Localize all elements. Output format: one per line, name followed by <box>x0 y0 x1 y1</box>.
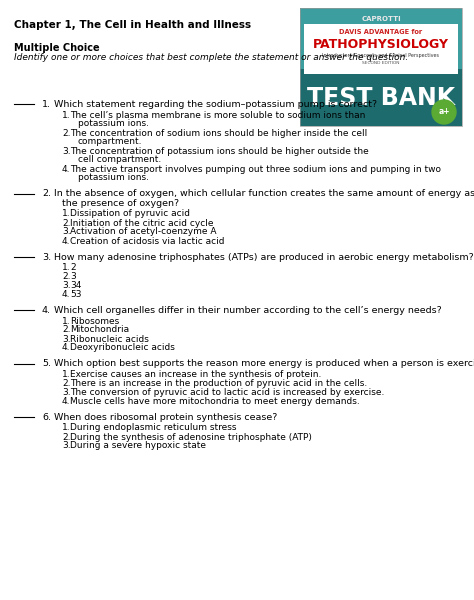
Text: Identify one or more choices that best complete the statement or answer the ques: Identify one or more choices that best c… <box>14 53 408 62</box>
Text: 4.: 4. <box>62 343 71 352</box>
Text: Muscle cells have more mitochondria to meet energy demands.: Muscle cells have more mitochondria to m… <box>70 397 360 406</box>
Text: During a severe hypoxic state: During a severe hypoxic state <box>70 442 206 451</box>
Text: When does ribosomal protein synthesis cease?: When does ribosomal protein synthesis ce… <box>54 413 277 422</box>
Text: SECOND EDITION: SECOND EDITION <box>362 61 400 65</box>
Text: 4.: 4. <box>62 290 71 299</box>
Text: The concentration of potassium ions should be higher outside the: The concentration of potassium ions shou… <box>70 146 369 155</box>
Text: During the synthesis of adenosine triphosphate (ATP): During the synthesis of adenosine tripho… <box>70 433 312 442</box>
Text: 3: 3 <box>70 272 76 281</box>
Text: Ribonucleic acids: Ribonucleic acids <box>70 335 149 343</box>
Text: 3.: 3. <box>62 442 71 451</box>
Text: 4.: 4. <box>62 236 71 245</box>
Text: 2.: 2. <box>62 272 71 281</box>
Text: 5.: 5. <box>42 359 51 368</box>
Text: 2.: 2. <box>62 433 71 442</box>
Text: 2.: 2. <box>62 379 71 388</box>
Text: Deoxyribonucleic acids: Deoxyribonucleic acids <box>70 343 175 352</box>
Text: potassium ions.: potassium ions. <box>78 173 149 182</box>
Text: Chapter 1, The Cell in Health and Illness: Chapter 1, The Cell in Health and Illnes… <box>14 20 251 30</box>
Text: Ribosomes: Ribosomes <box>70 317 119 325</box>
Text: Creation of acidosis via lactic acid: Creation of acidosis via lactic acid <box>70 236 225 245</box>
Text: Mitochondria: Mitochondria <box>70 325 129 335</box>
Text: PATHOPHYSIOLOGY: PATHOPHYSIOLOGY <box>313 38 449 52</box>
Text: 1.: 1. <box>62 263 71 272</box>
Text: 3.: 3. <box>62 146 71 155</box>
Text: 2.: 2. <box>62 128 71 137</box>
Bar <box>300 8 462 126</box>
Text: 6.: 6. <box>42 413 51 422</box>
Text: 1.: 1. <box>62 424 71 433</box>
Text: 3.: 3. <box>42 253 51 262</box>
Text: Which option best supports the reason more energy is produced when a person is e: Which option best supports the reason mo… <box>54 359 474 368</box>
Text: 3.: 3. <box>62 388 71 397</box>
Text: 4.: 4. <box>62 164 71 173</box>
Text: 1.: 1. <box>42 100 51 109</box>
Text: The cell’s plasma membrane is more soluble to sodium ions than: The cell’s plasma membrane is more solub… <box>70 110 365 119</box>
Text: Dissipation of pyruvic acid: Dissipation of pyruvic acid <box>70 209 190 218</box>
Text: Introductory Concepts and Clinical Perspectives: Introductory Concepts and Clinical Persp… <box>322 52 439 58</box>
Bar <box>300 70 462 126</box>
Text: 1.: 1. <box>62 370 71 379</box>
Text: compartment.: compartment. <box>78 137 143 146</box>
Text: 2.: 2. <box>62 218 71 227</box>
Text: Multiple Choice: Multiple Choice <box>14 43 100 53</box>
Text: 2.: 2. <box>42 190 51 199</box>
Text: 2.: 2. <box>62 325 71 335</box>
Text: In the absence of oxygen, which cellular function creates the same amount of ene: In the absence of oxygen, which cellular… <box>54 190 474 199</box>
Text: 4.: 4. <box>42 306 51 315</box>
Text: Exercise causes an increase in the synthesis of protein.: Exercise causes an increase in the synth… <box>70 370 321 379</box>
Text: 4.: 4. <box>62 397 71 406</box>
Text: 53: 53 <box>70 290 82 299</box>
Text: the presence of oxygen?: the presence of oxygen? <box>62 199 179 208</box>
Circle shape <box>432 100 456 124</box>
Text: potassium ions.: potassium ions. <box>78 119 149 128</box>
Text: Initiation of the citric acid cycle: Initiation of the citric acid cycle <box>70 218 213 227</box>
Text: The concentration of sodium ions should be higher inside the cell: The concentration of sodium ions should … <box>70 128 367 137</box>
Text: 1.: 1. <box>62 209 71 218</box>
Text: 2: 2 <box>70 263 76 272</box>
Text: Activation of acetyl-coenzyme A: Activation of acetyl-coenzyme A <box>70 227 217 236</box>
Text: There is an increase in the production of pyruvic acid in the cells.: There is an increase in the production o… <box>70 379 367 388</box>
Text: The conversion of pyruvic acid to lactic acid is increased by exercise.: The conversion of pyruvic acid to lactic… <box>70 388 384 397</box>
Text: 3.: 3. <box>62 281 71 290</box>
Text: 1.: 1. <box>62 317 71 325</box>
Text: 3.: 3. <box>62 227 71 236</box>
Text: Which cell organelles differ in their number according to the cell’s energy need: Which cell organelles differ in their nu… <box>54 306 442 315</box>
Text: TEST BANK: TEST BANK <box>307 86 455 110</box>
Bar <box>300 8 462 70</box>
Text: a+: a+ <box>438 107 450 116</box>
Text: How many adenosine triphosphates (ATPs) are produced in aerobic energy metabolis: How many adenosine triphosphates (ATPs) … <box>54 253 474 262</box>
Text: DAVIS ADVANTAGE for: DAVIS ADVANTAGE for <box>339 29 422 35</box>
Text: cell compartment.: cell compartment. <box>78 155 161 164</box>
Text: The active transport involves pumping out three sodium ions and pumping in two: The active transport involves pumping ou… <box>70 164 441 173</box>
Bar <box>304 24 458 74</box>
Text: 1.: 1. <box>62 110 71 119</box>
Text: CAPROTTI: CAPROTTI <box>361 16 401 22</box>
Text: Which statement regarding the sodium–potassium pump is correct?: Which statement regarding the sodium–pot… <box>54 100 377 109</box>
Text: 3.: 3. <box>62 335 71 343</box>
Text: 34: 34 <box>70 281 82 290</box>
Text: During endoplasmic reticulum stress: During endoplasmic reticulum stress <box>70 424 237 433</box>
